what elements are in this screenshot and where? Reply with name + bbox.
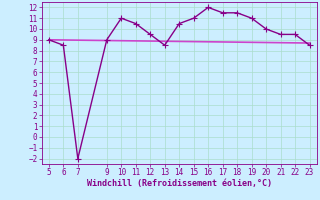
X-axis label: Windchill (Refroidissement éolien,°C): Windchill (Refroidissement éolien,°C): [87, 179, 272, 188]
